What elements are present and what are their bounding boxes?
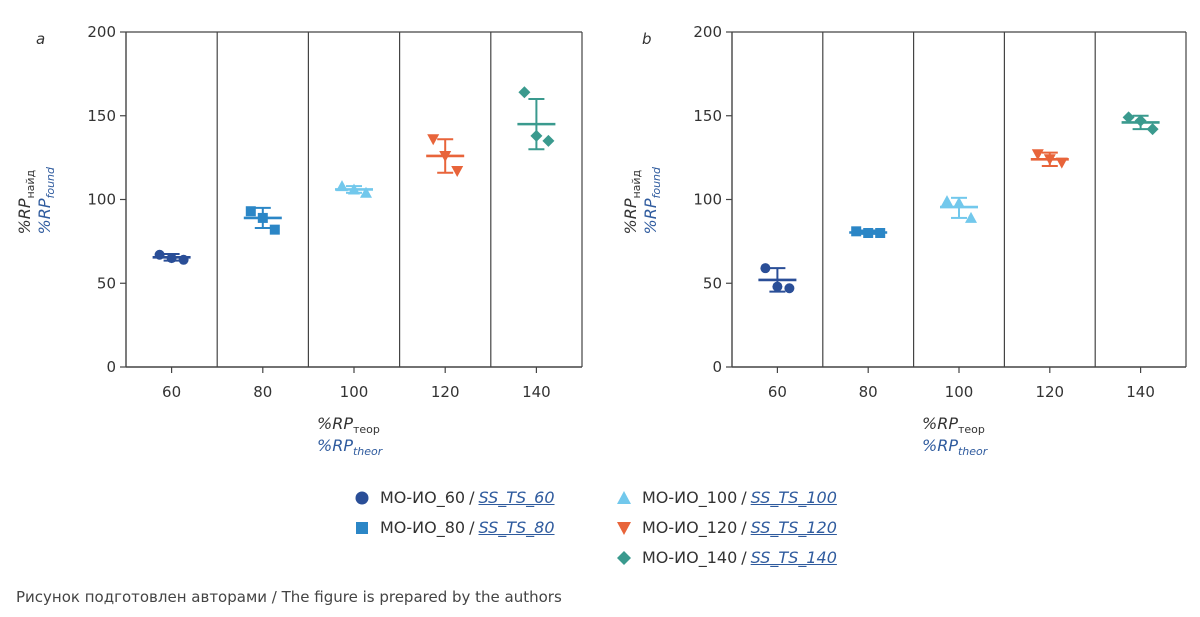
series-140 xyxy=(1121,111,1160,136)
chart-panel-b: b 0 50 100 150 200 60 80 100 120 140 %RPнайд%RPfoun… xyxy=(621,23,1187,458)
data-point xyxy=(953,196,965,208)
data-point xyxy=(427,134,440,146)
data-point xyxy=(760,263,771,274)
data-point xyxy=(772,281,783,292)
x-tick-label: 100 xyxy=(945,383,974,401)
data-point xyxy=(542,134,555,147)
y-tick-label: 50 xyxy=(97,274,116,292)
y-tick-label: 150 xyxy=(87,107,116,125)
legend-item: МО-ИО_80/SS_TS_80 xyxy=(354,518,555,537)
y-axis-label-ru: %RPнайд xyxy=(621,169,643,234)
diamond-icon xyxy=(617,550,631,565)
y-axis-label: %RPнайд%RPfound xyxy=(15,166,57,235)
legend-label-en: SS_TS_100 xyxy=(750,488,837,507)
x-tick-label: 140 xyxy=(1126,383,1155,401)
x-axis-label-ru: %RPтеор xyxy=(317,414,380,436)
series-80 xyxy=(849,226,888,238)
x-tick-label: 120 xyxy=(1035,383,1064,401)
legend-label-en: SS_TS_140 xyxy=(750,548,837,567)
y-tick-label: 100 xyxy=(693,191,722,209)
x-tick-label: 80 xyxy=(253,383,272,401)
x-tick-label: 60 xyxy=(768,383,787,401)
y-tick-label: 200 xyxy=(87,23,116,41)
legend-separator: / xyxy=(741,518,747,537)
legend-label-ru: МО-ИО_120 xyxy=(642,518,738,537)
y-tick-label: 50 xyxy=(703,274,722,292)
y-axis-label-en: %RPfound xyxy=(641,166,663,235)
data-point xyxy=(530,129,543,142)
data-point xyxy=(451,166,464,178)
legend-label-ru: МО-ИО_100 xyxy=(642,488,738,507)
series-60 xyxy=(152,249,191,265)
x-tick-label: 120 xyxy=(431,383,460,401)
x-tick-label: 140 xyxy=(522,383,551,401)
y-axis-label: %RPнайд%RPfound xyxy=(621,166,663,235)
series-120 xyxy=(426,134,465,178)
legend-label-ru: МО-ИО_140 xyxy=(642,548,738,567)
legend-label-ru: МО-ИО_60 xyxy=(380,488,466,507)
legend-separator: / xyxy=(469,518,475,537)
data-point xyxy=(941,195,953,207)
legend: МО-ИО_60/SS_TS_60 МО-ИО_80/SS_TS_80 МО-ИО_… xyxy=(354,488,894,576)
circle-icon xyxy=(355,491,369,504)
legend-item: МО-ИО_60/SS_TS_60 xyxy=(354,488,555,507)
legend-item: МО-ИО_140/SS_TS_140 xyxy=(616,548,837,567)
legend-separator: / xyxy=(741,488,747,507)
legend-separator: / xyxy=(741,548,747,567)
legend-label-ru: МО-ИО_80 xyxy=(380,518,466,537)
chart-panel-a: a 0 50 100 150 200 60 80 100 120 140 %RPнайд%RPfoun… xyxy=(15,23,583,458)
data-point xyxy=(1134,114,1147,127)
y-tick-label: 150 xyxy=(693,107,722,125)
legend-separator: / xyxy=(469,488,475,507)
x-tick-label: 100 xyxy=(340,383,369,401)
figure-caption: Рисунок подготовлен авторами / The figur… xyxy=(16,588,562,606)
series-120 xyxy=(1030,149,1069,169)
y-axis-label-ru: %RPнайд xyxy=(15,169,37,234)
data-point xyxy=(360,186,372,198)
data-point xyxy=(1146,123,1159,136)
x-axis-label-en: %RPtheor xyxy=(317,436,384,458)
x-tick-label: 60 xyxy=(162,383,181,401)
panel-label: a xyxy=(36,30,45,48)
x-tick-label: 80 xyxy=(859,383,878,401)
series-100 xyxy=(940,195,978,223)
triangle-down-icon xyxy=(617,521,631,535)
series-80 xyxy=(243,206,282,235)
data-point xyxy=(269,224,280,235)
data-point xyxy=(1122,111,1135,124)
legend-label-en: SS_TS_60 xyxy=(478,488,555,507)
y-axis-label-en: %RPfound xyxy=(35,166,57,235)
data-point xyxy=(518,86,531,99)
x-axis-label-ru: %RPтеор xyxy=(922,414,985,436)
square-icon xyxy=(356,521,368,534)
data-point xyxy=(965,211,977,223)
panel-label: b xyxy=(642,30,652,48)
triangle-up-icon xyxy=(617,490,631,504)
legend-label-en: SS_TS_120 xyxy=(750,518,837,537)
data-point xyxy=(1031,149,1044,161)
data-point xyxy=(245,206,256,217)
data-point xyxy=(784,283,795,294)
series-140 xyxy=(517,86,556,151)
legend-item: МО-ИО_120/SS_TS_120 xyxy=(616,518,837,537)
series-100 xyxy=(335,180,373,198)
y-tick-label: 100 xyxy=(87,191,116,209)
legend-item: МО-ИО_100/SS_TS_100 xyxy=(616,488,837,507)
y-tick-label: 200 xyxy=(693,23,722,41)
y-tick-label: 0 xyxy=(712,358,722,376)
y-tick-label: 0 xyxy=(106,358,116,376)
x-axis-label-en: %RPtheor xyxy=(922,436,989,458)
series-60 xyxy=(758,263,797,294)
legend-label-en: SS_TS_80 xyxy=(478,518,555,537)
